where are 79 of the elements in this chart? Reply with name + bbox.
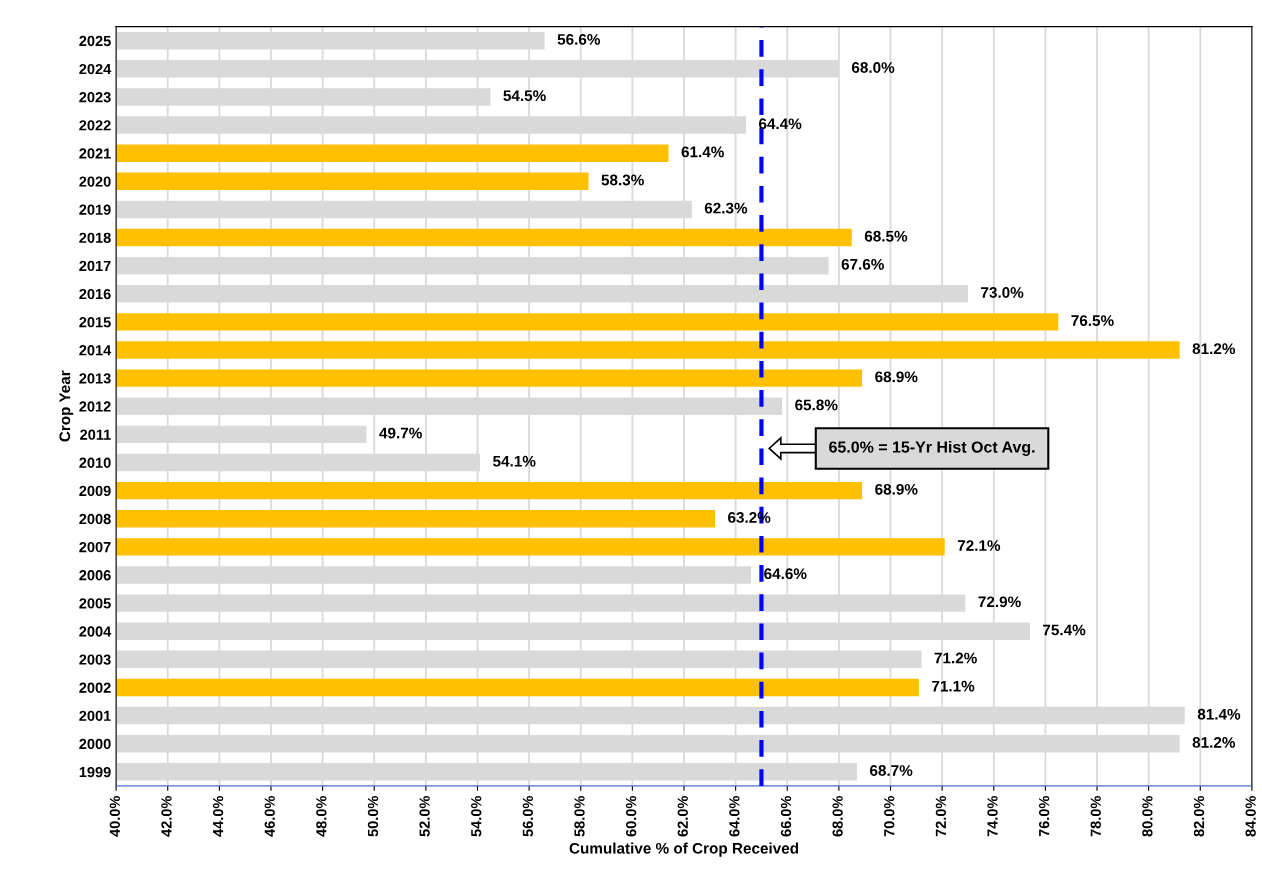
data-label: 54.5% (503, 90, 546, 102)
data-label: 68.0% (851, 62, 895, 73)
y-tick-label: 2001 (79, 710, 111, 722)
data-label: 76.5% (1071, 315, 1114, 326)
y-tick-label: 2016 (79, 288, 111, 300)
x-axis-title: Cumulative % of Crop Received (569, 842, 799, 857)
y-tick-label: 2004 (79, 626, 112, 637)
y-tick-label: 2023 (79, 92, 111, 103)
data-label: 75.4% (1043, 624, 1086, 636)
x-tick-label: 46.0% (264, 795, 275, 837)
data-label: 68.9% (875, 483, 918, 495)
y-tick-label: 2019 (79, 204, 111, 215)
y-tick-label: 2022 (79, 120, 111, 131)
y-tick-label: 2006 (79, 570, 111, 581)
x-tick-label: 40.0% (109, 795, 121, 837)
x-tick-label: 76.0% (1038, 795, 1050, 837)
x-tick-label: 64.0% (729, 795, 740, 837)
data-label: 72.1% (957, 540, 1001, 551)
y-tick-label: 2011 (80, 429, 111, 440)
annotation: 65.0% = 15-Yr Hist Oct Avg. (829, 440, 1035, 456)
x-tick-label: 50.0% (367, 795, 379, 837)
data-label: 56.6% (557, 33, 601, 45)
data-label: 67.6% (841, 258, 884, 270)
data-label: 65.8% (795, 399, 838, 411)
x-tick-label: 68.0% (832, 795, 843, 837)
data-label: 68.5% (864, 230, 908, 242)
x-tick-label: 58.0% (574, 795, 585, 837)
data-label: 68.7% (870, 765, 913, 776)
x-tick-label: 44.0% (212, 795, 224, 837)
x-tick-label: 78.0% (1090, 795, 1101, 837)
y-tick-label: 2002 (79, 682, 111, 693)
y-tick-label: 2012 (79, 401, 111, 412)
data-label: 73.0% (981, 287, 1024, 298)
y-axis-title: Crop Year (59, 370, 74, 442)
y-tick-label: 2020 (79, 176, 111, 187)
x-tick-label: 72.0% (935, 795, 947, 837)
x-tick-label: 84.0% (1245, 795, 1256, 837)
data-label: 68.9% (875, 371, 918, 383)
y-tick-label: 2015 (79, 317, 111, 328)
data-label: 71.2% (934, 652, 977, 664)
x-tick-label: 48.0% (316, 795, 327, 837)
y-tick-label: 2021 (79, 148, 111, 159)
data-label: 58.3% (601, 174, 644, 186)
y-tick-label: 2007 (79, 541, 111, 553)
y-tick-label: 2025 (79, 35, 111, 47)
y-tick-label: 2010 (79, 457, 111, 468)
data-label: 49.7% (379, 427, 422, 439)
data-label: 71.1% (932, 680, 975, 692)
data-label: 81.2% (1192, 736, 1236, 748)
y-tick-label: 2014 (79, 345, 112, 356)
y-tick-label: 2008 (79, 513, 111, 525)
x-tick-label: 66.0% (780, 795, 792, 837)
y-tick-label: 2009 (79, 485, 111, 497)
x-tick-label: 62.0% (677, 795, 688, 837)
y-tick-label: 2017 (79, 260, 111, 272)
x-tick-label: 70.0% (884, 795, 895, 837)
y-tick-label: 2003 (79, 654, 111, 665)
data-label: 81.2% (1192, 343, 1236, 355)
y-tick-label: 2005 (79, 598, 111, 609)
x-tick-label: 52.0% (419, 795, 430, 837)
data-label: 81.4% (1197, 708, 1241, 720)
data-label: 61.4% (681, 146, 724, 158)
data-label: 64.4% (759, 118, 802, 130)
y-tick-label: 2013 (79, 373, 111, 384)
y-tick-label: 1999 (79, 766, 111, 778)
x-tick-label: 42.0% (161, 795, 172, 837)
x-tick-label: 56.0% (522, 795, 534, 837)
x-tick-label: 82.0% (1193, 795, 1205, 837)
data-label: 62.3% (704, 202, 748, 214)
x-tick-label: 54.0% (471, 795, 482, 837)
data-label: 72.9% (978, 596, 1021, 608)
y-tick-label: 2000 (79, 738, 111, 750)
x-tick-label: 80.0% (1142, 795, 1153, 837)
y-tick-label: 2018 (79, 232, 111, 243)
data-label: 54.1% (493, 455, 536, 467)
x-tick-label: 74.0% (987, 795, 998, 837)
x-tick-label: 60.0% (625, 795, 637, 837)
data-label: 64.6% (764, 568, 807, 580)
y-tick-label: 2024 (79, 63, 112, 75)
